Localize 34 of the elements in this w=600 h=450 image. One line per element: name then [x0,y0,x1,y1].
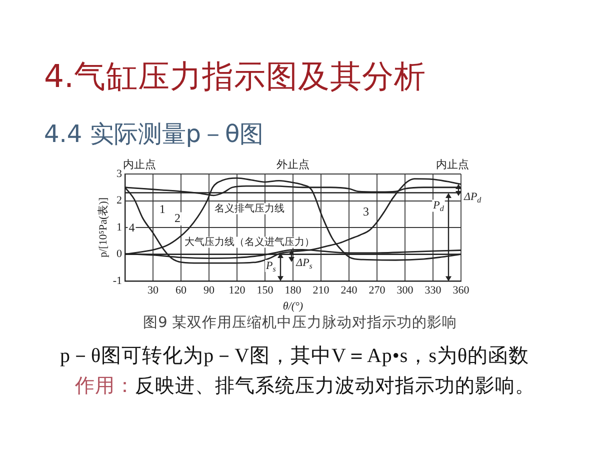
x-tick-label: 30 [148,284,159,296]
text: 作用： [75,376,135,397]
y-tick-label: 0 [116,248,122,260]
x-tick-label: 240 [340,284,358,296]
chart-subtitle: 4.4 实际测量p－θ图 [44,120,264,148]
text: 内止点 [436,158,469,171]
x-tick-label: 270 [368,284,386,296]
chart-title: 4.气缸压力指示图及其分析 [44,58,426,96]
x-tick-label: 60 [176,284,187,296]
x-tick-label: 360 [452,284,470,296]
x-tick-label: 90 [204,284,215,296]
text: 反映进、排气系统压力波动对指示功的影响。 [135,376,535,397]
ref-line-label: 大气压力线（名义进气压力） [184,236,314,248]
x-axis-title: θ/(°) [282,300,304,312]
y-tick-label: 1 [116,221,122,234]
text: p－θ图可转化为p－V图，其中V＝Ap•s，s为θ的函数 [60,344,530,369]
text: 内止点 [123,158,156,171]
x-tick-label: 180 [284,284,302,296]
series-label: 1 [159,202,166,216]
series-label: 2 [174,210,180,225]
y-tick-label: -1 [112,274,122,287]
series-label: 4 [128,220,135,234]
x-tick-label: 300 [396,284,414,296]
x-tick-label: 330 [424,284,442,296]
x-tick-label: 210 [312,284,330,296]
caption: 图9 某双作用压缩机中压力脉动对指示功的影响 [142,314,458,332]
y-axis-title: p/[10⁵Pa(表)] [96,197,110,258]
ref-line-label: 名义排气压力线 [214,202,284,214]
x-tick-label: 150 [256,284,274,296]
y-tick-label: 2 [116,194,122,207]
text: 外止点 [276,158,310,171]
series-label: 3 [363,204,369,218]
x-tick-label: 120 [228,284,246,296]
y-tick-label: 3 [116,168,122,180]
